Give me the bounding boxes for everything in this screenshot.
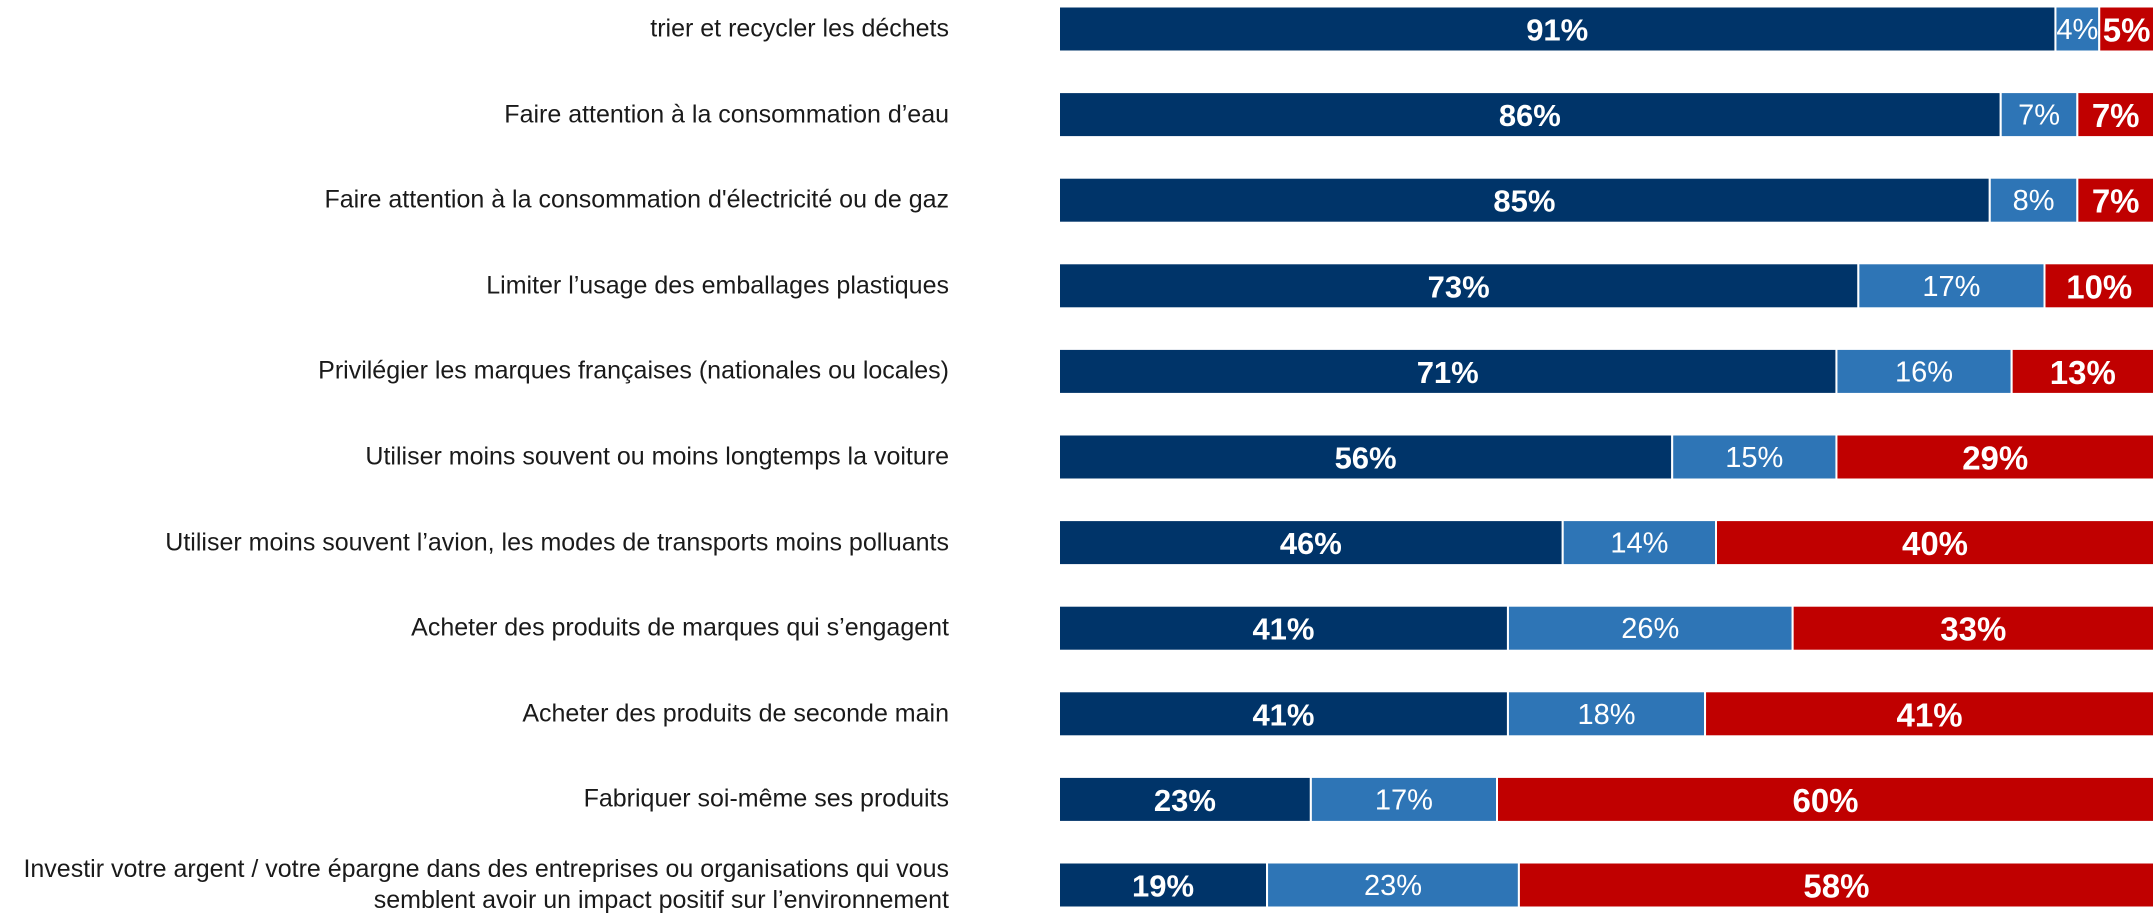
category-label: Fabriquer soi-même ses produits (583, 784, 949, 813)
value-label: 29% (1962, 440, 2028, 477)
value-label: 14% (1610, 528, 1668, 560)
value-label: 5% (2103, 12, 2151, 49)
bar-segment (1561, 519, 1717, 567)
value-label: 46% (1280, 526, 1342, 561)
category-label: Limiter l’usage des emballages plastique… (486, 271, 949, 300)
value-label: 73% (1428, 269, 1490, 304)
value-label: 8% (2013, 185, 2055, 217)
value-label: 19% (1132, 869, 1194, 904)
value-label: 15% (1725, 442, 1783, 474)
bar-segment (1058, 604, 1509, 652)
category-label: Acheter des produits de seconde main (522, 699, 949, 728)
value-label: 13% (2050, 354, 2116, 391)
bar-segment (1506, 604, 1794, 652)
value-label: 4% (2056, 14, 2098, 46)
category-label: Acheter des produits de marques qui s’en… (411, 613, 949, 642)
bar-segment (1058, 775, 1312, 823)
bar-segment (2010, 347, 2156, 395)
category-label: Privilégier les marques françaises (nati… (318, 356, 949, 385)
value-label: 58% (1803, 868, 1869, 905)
value-label: 17% (1375, 784, 1433, 816)
value-label: 16% (1895, 356, 1953, 388)
value-label: 71% (1417, 355, 1479, 390)
category-label: Utiliser moins souvent l’avion, les mode… (165, 528, 949, 557)
bar-segment (1835, 347, 2013, 395)
value-label: 41% (1252, 612, 1314, 647)
bar-segment (2098, 5, 2155, 53)
bar-segment (1999, 91, 2079, 139)
category-label: Utiliser moins souvent ou moins longtemp… (365, 442, 949, 471)
bar-segment (1058, 5, 2057, 53)
bar-segment (1835, 433, 2155, 481)
category-label: Investir votre argent / votre épargne da… (23, 855, 949, 913)
bar-segment (1058, 690, 1509, 738)
bar-segment (2054, 5, 2101, 53)
bar-segment (1506, 690, 1707, 738)
bar-segment (1671, 433, 1838, 481)
bar-segment (1058, 519, 1564, 567)
value-label: 23% (1154, 783, 1216, 818)
value-label: 86% (1499, 98, 1561, 133)
value-label: 17% (1922, 271, 1980, 303)
bar-segment (1988, 176, 2079, 224)
value-label: 23% (1364, 870, 1422, 902)
value-label: 33% (1940, 611, 2006, 648)
value-label: 91% (1526, 13, 1588, 48)
value-label: 41% (1896, 696, 1962, 733)
value-label: 10% (2066, 268, 2132, 305)
value-label: 40% (1902, 525, 1968, 562)
bar-segment (1791, 604, 2156, 652)
value-label: 56% (1335, 441, 1397, 476)
value-label: 7% (2018, 100, 2060, 132)
bar-segment (2076, 91, 2156, 139)
bar-segment (1058, 262, 1860, 310)
bar-segment (1517, 861, 2155, 909)
value-label: 18% (1577, 699, 1635, 731)
bar-segment (1704, 690, 2156, 738)
value-label: 60% (1792, 782, 1858, 819)
bar-segment (2043, 262, 2155, 310)
value-label: 26% (1621, 613, 1679, 645)
category-label: trier et recycler les déchets (650, 14, 949, 43)
value-label: 7% (2092, 183, 2140, 220)
bar-segment (1266, 861, 1520, 909)
bar-segment (1715, 519, 2155, 567)
value-label: 41% (1252, 697, 1314, 732)
bar-segment (1496, 775, 2155, 823)
category-label: Faire attention à la consommation d'élec… (324, 185, 949, 214)
category-label: Faire attention à la consommation d’eau (504, 100, 949, 129)
bar-segment (1058, 91, 2002, 139)
bar-segment (1058, 347, 1838, 395)
bar-segment (1309, 775, 1498, 823)
value-label: 85% (1493, 184, 1555, 219)
value-label: 7% (2092, 97, 2140, 134)
bar-segment (2076, 176, 2156, 224)
